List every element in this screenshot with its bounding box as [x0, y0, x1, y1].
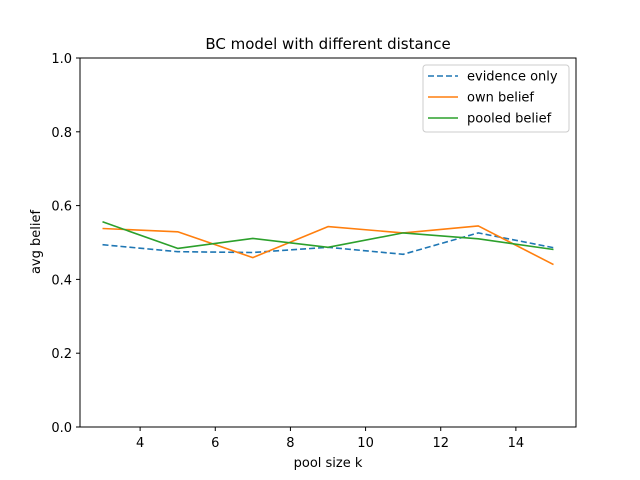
plot-frame: [79, 57, 577, 428]
plot-area: [79, 57, 577, 428]
legend-label-0: evidence only: [467, 70, 558, 85]
legend: evidence only own belief pooled belief: [422, 64, 570, 133]
y-tick-label: 1.0: [51, 52, 72, 67]
x-axis-label: pool size k: [294, 456, 363, 471]
x-axis: 4 6 8 10 12 14: [136, 427, 524, 451]
series-lines: [102, 221, 554, 266]
y-axis-label: avg belief: [29, 210, 44, 275]
x-tick-label: 6: [211, 436, 219, 451]
y-axis: 0.0 0.2 0.4 0.6 0.8 1.0: [51, 52, 80, 436]
legend-label-1: own belief: [467, 91, 534, 106]
y-tick-label: 0.6: [51, 200, 72, 215]
legend-label-2: pooled belief: [467, 112, 552, 127]
x-tick-label: 8: [286, 436, 294, 451]
x-tick-label: 10: [357, 436, 374, 451]
x-tick-label: 14: [508, 436, 525, 451]
x-tick-label: 12: [432, 436, 449, 451]
y-tick-label: 0.8: [51, 126, 72, 141]
y-tick-label: 0.2: [51, 347, 72, 362]
y-tick-label: 0.0: [51, 421, 72, 436]
series-line-1: [102, 225, 554, 266]
y-tick-label: 0.4: [51, 273, 72, 288]
chart-title: BC model with different distance: [205, 35, 450, 53]
x-tick-label: 4: [136, 436, 144, 451]
legend-box: [422, 64, 570, 133]
series-line-2: [102, 221, 554, 251]
